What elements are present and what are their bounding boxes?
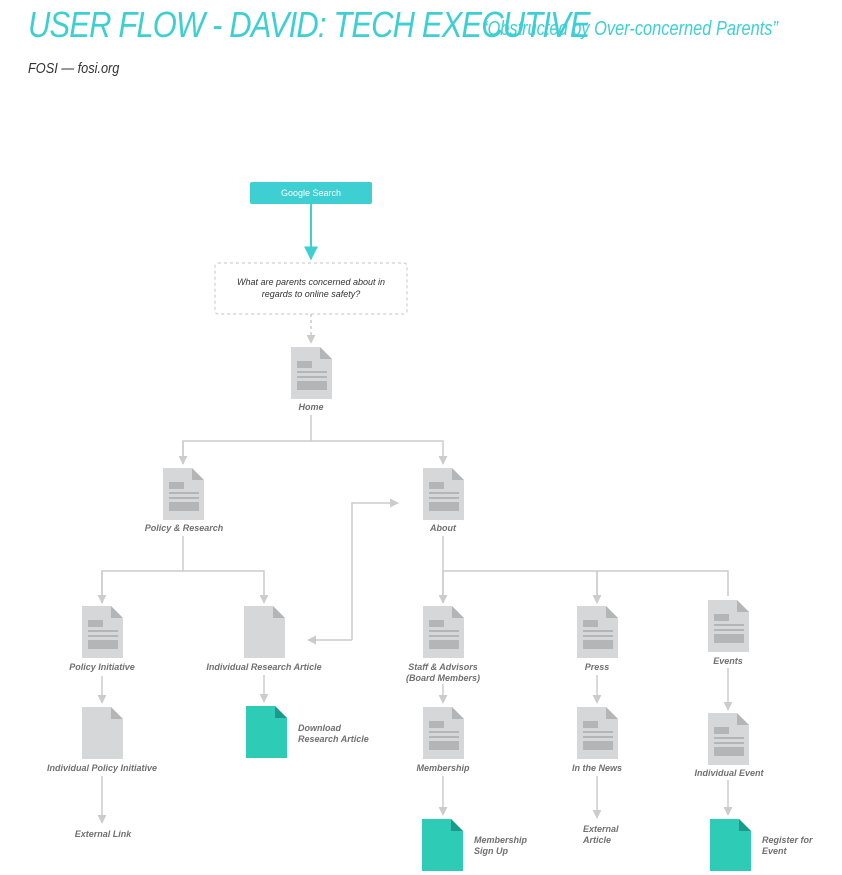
google-search-node[interactable]: Google Search [250,182,372,204]
individual-policy-initiative-label: Individual Policy Initiative [47,763,157,773]
about-label: About [429,523,457,533]
individual-research-article-label: Individual Research Article [206,662,321,672]
page-icon [708,600,749,652]
press-label: Press [585,662,610,672]
page-subtitle: “Obstructed by Over-concerned Parents” [482,18,778,40]
blank-page-icon [244,606,285,658]
page-icon [577,606,618,658]
individual-policy-initiative-node[interactable]: Individual Policy Initiative [47,707,157,773]
connector-policy-branch [101,536,264,603]
page-icon [708,713,749,765]
external-article-label-line2: Article [582,835,611,845]
question-text-line1: What are parents concerned about in [237,277,385,287]
individual-research-article-node[interactable]: Individual Research Article [206,606,322,672]
individual-event-node[interactable]: Individual Event [694,713,765,778]
events-node[interactable]: Events [708,600,749,666]
page-icon [577,707,618,759]
connector-home-branch [182,415,443,464]
connector-about-to-article [351,498,399,640]
staff-advisors-node[interactable]: Staff & Advisors (Board Members) [406,606,480,683]
staff-advisors-label-line2: (Board Members) [406,673,480,683]
page-icon [423,606,464,658]
register-file-icon [710,819,751,871]
page-title: USER FLOW - DAVID: TECH EXECUTIVE [28,4,591,45]
question-text-line2: regards to online safety? [262,289,361,299]
register-label-line1: Register for [762,835,813,845]
staff-advisors-label-line1: Staff & Advisors [408,662,478,672]
external-article-node[interactable]: External Article [582,824,619,845]
policy-initiative-node[interactable]: Policy Initiative [69,606,135,672]
download-label-line2: Research Article [298,734,369,744]
external-link-node[interactable]: External Link [75,829,133,839]
home-label: Home [298,402,323,412]
page-icon [163,468,204,520]
sign-up-file-icon [422,819,463,871]
about-node[interactable]: About [423,468,464,533]
register-label-line2: Event [762,846,788,856]
events-label: Events [713,656,743,666]
in-the-news-label: In the News [572,763,622,773]
page-icon [423,707,464,759]
register-for-event-node[interactable]: Register for Event [710,819,813,871]
download-file-icon [246,706,287,758]
policy-research-node[interactable]: Policy & Research [145,468,224,533]
external-article-label-line1: External [583,824,619,834]
policy-research-label: Policy & Research [145,523,224,533]
download-label-line1: Download [298,723,341,733]
download-research-article-node[interactable]: Download Research Article [246,706,369,758]
google-search-label: Google Search [281,188,341,198]
page-icon [291,347,332,399]
membership-signup-label-line1: Membership [474,835,528,845]
membership-label: Membership [416,763,470,773]
blank-page-icon [82,707,123,759]
policy-initiative-label: Policy Initiative [69,662,135,672]
page-icon [423,468,464,520]
site-label: FOSI — fosi.org [28,60,120,77]
membership-node[interactable]: Membership [416,707,470,773]
press-node[interactable]: Press [577,606,618,672]
external-link-label: External Link [75,829,133,839]
connector-about-branch [442,536,729,603]
membership-signup-label-line2: Sign Up [474,846,508,856]
membership-sign-up-node[interactable]: Membership Sign Up [422,819,528,871]
home-node[interactable]: Home [291,347,332,412]
page-icon [82,606,123,658]
in-the-news-node[interactable]: In the News [572,707,622,773]
individual-event-label: Individual Event [694,768,764,778]
question-node: What are parents concerned about in rega… [214,262,408,315]
connectors [97,204,733,824]
